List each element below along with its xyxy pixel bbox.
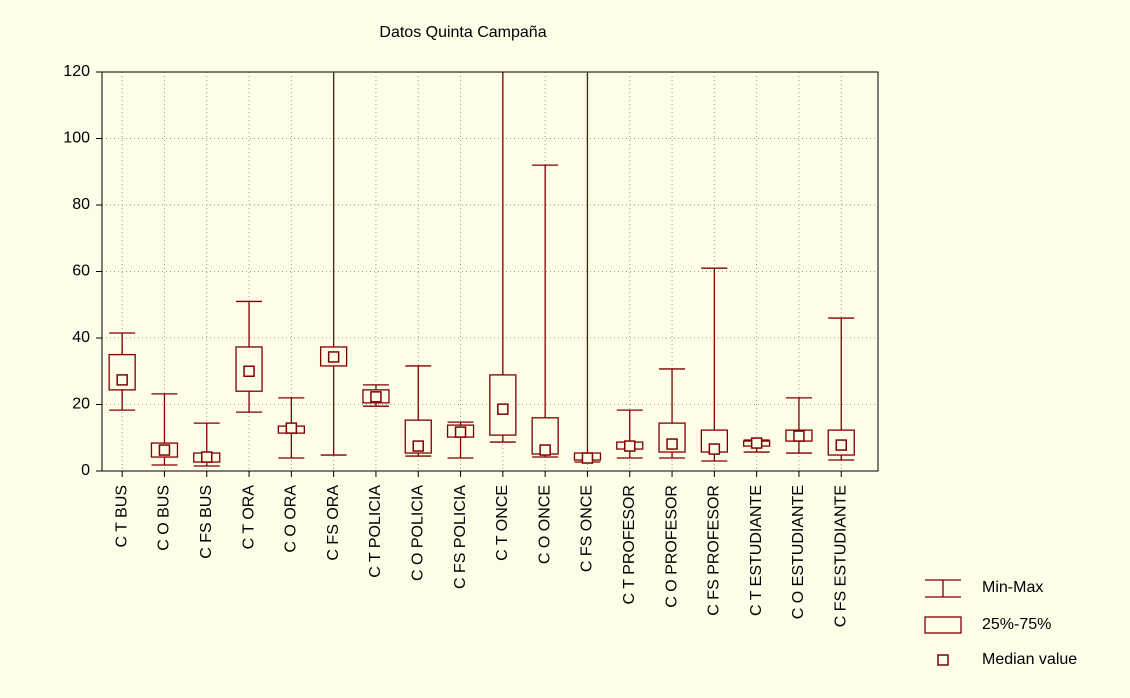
y-tick-label: 20: [72, 396, 90, 413]
x-tick-label: C FS ORA: [325, 485, 342, 561]
y-tick-label: 120: [63, 63, 90, 80]
y-tick-label: 40: [72, 329, 90, 346]
x-tick-label: C T ORA: [240, 485, 257, 550]
x-tick-label: C FS ONCE: [579, 485, 596, 572]
x-tick-label: C T POLICIA: [367, 485, 384, 578]
legend-icon: [937, 654, 949, 666]
x-tick-label: C T BUS: [113, 485, 130, 548]
y-tick-label: 100: [63, 130, 90, 147]
median: [835, 439, 847, 451]
y-tick-label: 80: [72, 196, 90, 213]
median: [624, 440, 636, 452]
box: [531, 417, 559, 455]
y-tick-label: 60: [72, 263, 90, 280]
x-tick-label: C FS BUS: [198, 485, 215, 559]
x-tick-label: C T ESTUDIANTE: [748, 485, 765, 616]
legend-label: 25%-75%: [982, 616, 1051, 633]
x-tick-label: C FS ESTUDIANTE: [832, 485, 849, 627]
x-tick-label: C O ORA: [283, 485, 300, 553]
x-tick-label: C T PROFESOR: [621, 485, 638, 604]
y-tick-label: 0: [81, 462, 90, 479]
x-tick-label: C O ESTUDIANTE: [790, 485, 807, 619]
x-tick-label: C O ONCE: [536, 485, 553, 564]
median: [243, 365, 255, 377]
median: [581, 452, 594, 464]
median: [666, 438, 678, 450]
legend-label: Median value: [982, 651, 1077, 668]
median: [708, 443, 721, 455]
x-tick-label: C O BUS: [156, 485, 173, 551]
median: [412, 440, 424, 452]
chart-title: Datos Quinta Campaña: [379, 24, 546, 41]
median: [116, 374, 128, 386]
plot-frame: [101, 71, 879, 472]
median: [497, 403, 509, 415]
x-tick-label: C O PROFESOR: [663, 485, 680, 608]
median: [539, 444, 551, 456]
median: [793, 430, 805, 442]
median: [285, 422, 298, 434]
x-tick-label: C FS PROFESOR: [706, 485, 723, 616]
median: [327, 351, 340, 363]
x-tick-label: C FS POLICIA: [452, 485, 469, 589]
x-tick-label: C T ONCE: [494, 485, 511, 561]
median: [750, 437, 763, 449]
median: [201, 451, 213, 463]
legend-icon: [924, 616, 962, 634]
median: [370, 391, 382, 403]
median: [454, 426, 467, 438]
median: [158, 444, 171, 456]
x-tick-label: C O POLICIA: [409, 485, 426, 581]
plot-marks: [108, 72, 855, 471]
legend-label: Min-Max: [982, 579, 1043, 596]
